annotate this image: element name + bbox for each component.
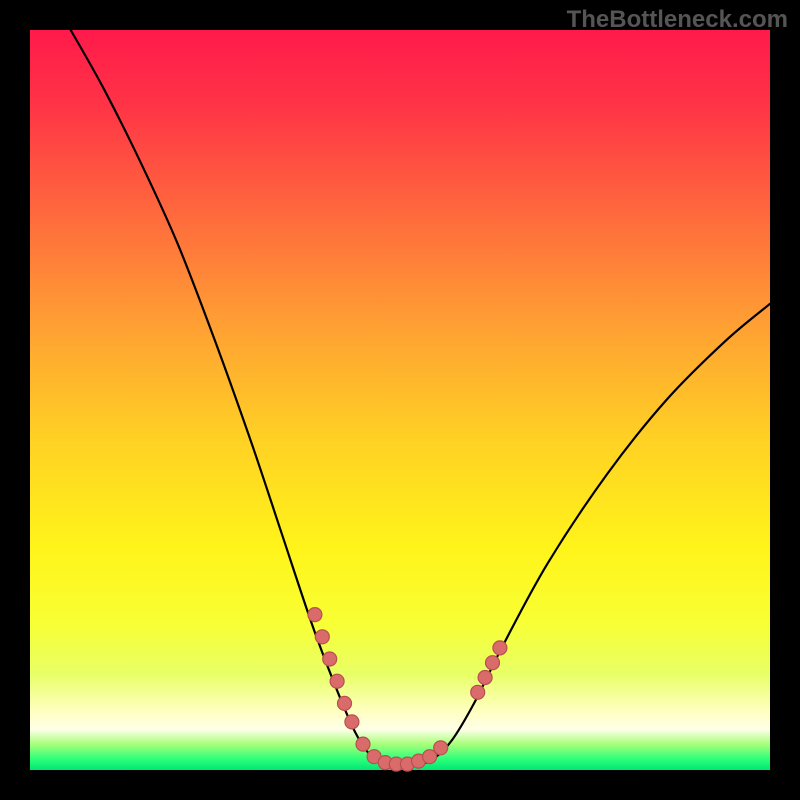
marker-point [478,671,492,685]
marker-point [315,630,329,644]
watermark-text: TheBottleneck.com [567,6,788,34]
marker-point [493,641,507,655]
marker-point [486,656,500,670]
marker-point [330,674,344,688]
marker-point [308,608,322,622]
chart-svg [0,0,800,800]
marker-point [338,696,352,710]
marker-point [345,715,359,729]
plot-background [30,30,770,770]
marker-point [323,652,337,666]
marker-point [356,737,370,751]
marker-point [434,741,448,755]
marker-point [471,685,485,699]
